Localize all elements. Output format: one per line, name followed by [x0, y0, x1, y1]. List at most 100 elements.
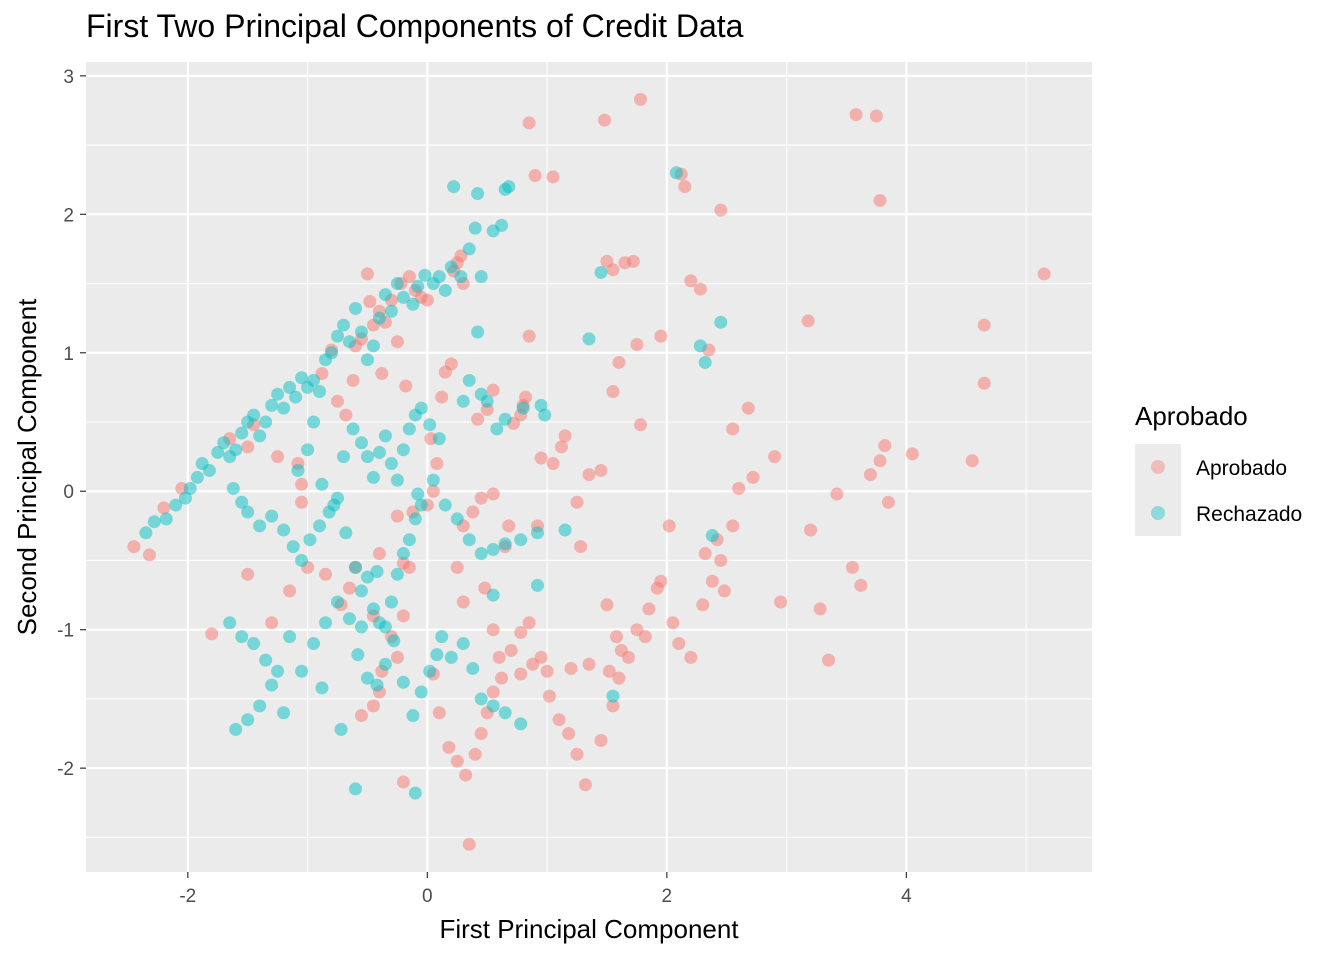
data-point [414, 685, 428, 699]
data-point [426, 473, 440, 487]
data-point [396, 547, 410, 561]
data-point [444, 357, 458, 371]
data-point [522, 116, 536, 130]
data-point [331, 595, 344, 609]
data-point [633, 92, 647, 106]
y-axis: -2 -1 0 1 2 3 [57, 67, 86, 780]
data-point [741, 401, 755, 415]
data-point [315, 681, 329, 695]
data-point [534, 451, 548, 465]
data-point [768, 450, 782, 464]
data-point [1037, 267, 1051, 281]
y-tick-label: -1 [57, 621, 74, 642]
data-point [606, 385, 620, 399]
data-point [202, 463, 216, 477]
y-axis-title: Second Principal Component [12, 298, 42, 636]
data-point [307, 373, 321, 387]
plot-panel [86, 62, 1092, 872]
data-point [259, 415, 273, 429]
data-point [157, 501, 171, 515]
data-point [456, 595, 470, 609]
data-point [169, 498, 183, 512]
data-point [354, 436, 368, 450]
data-point [881, 495, 895, 509]
data-point [289, 390, 303, 404]
y-tick-label: 2 [63, 205, 74, 226]
data-point [360, 570, 374, 584]
data-point [295, 495, 309, 509]
data-point [558, 523, 572, 537]
data-point [873, 193, 887, 207]
data-point [486, 699, 500, 713]
data-point [348, 301, 362, 315]
legend: Aprobado Aprobado Rechazado [1135, 401, 1302, 536]
data-point [307, 415, 321, 429]
data-point [390, 509, 404, 523]
major-gridlines [86, 62, 1092, 872]
data-point [411, 487, 425, 501]
data-point [466, 661, 480, 675]
data-point [226, 481, 240, 495]
data-point [705, 574, 719, 588]
data-point [360, 353, 374, 367]
chart-title: First Two Principal Components of Credit… [86, 8, 744, 44]
data-point [223, 616, 237, 630]
data-point [354, 620, 368, 634]
x-tick-label: 0 [422, 886, 433, 907]
data-point [526, 657, 540, 671]
data-point [241, 505, 255, 519]
data-point [426, 484, 440, 498]
x-tick-label: 4 [901, 886, 912, 907]
data-point [486, 542, 500, 556]
data-point [516, 401, 530, 415]
legend-key-rechazado [1151, 506, 1165, 520]
data-point [444, 260, 458, 274]
data-point [669, 166, 683, 180]
data-point [486, 383, 500, 397]
data-point [265, 509, 279, 523]
data-point [178, 491, 192, 505]
data-point [408, 786, 422, 800]
data-point [319, 616, 333, 630]
data-point [495, 218, 509, 232]
data-point [558, 429, 572, 443]
data-point [399, 379, 413, 393]
data-point [612, 355, 626, 369]
data-point [822, 653, 836, 667]
data-point [698, 547, 712, 561]
data-point [390, 567, 404, 581]
data-point [348, 560, 362, 574]
data-point [277, 523, 291, 537]
y-tick-label: 1 [63, 344, 74, 365]
data-point [642, 602, 656, 616]
data-point [474, 270, 488, 284]
data-point [271, 387, 285, 401]
data-point [315, 477, 329, 491]
data-point [271, 450, 285, 464]
data-point [307, 637, 321, 651]
data-point [490, 422, 504, 436]
data-point [435, 630, 449, 644]
data-point [684, 650, 698, 664]
data-point [486, 588, 500, 602]
data-point [430, 457, 444, 471]
data-point [462, 242, 476, 256]
data-point [366, 470, 380, 484]
data-point [600, 254, 614, 268]
data-point [303, 533, 317, 547]
data-point [423, 418, 437, 432]
data-point [432, 270, 446, 284]
data-point [331, 394, 344, 408]
data-point [247, 408, 261, 422]
data-point [414, 401, 428, 415]
data-point [265, 398, 279, 412]
data-point [474, 491, 488, 505]
data-point [698, 355, 712, 369]
data-point [420, 293, 434, 307]
data-point [229, 443, 243, 457]
data-point [614, 643, 628, 657]
data-point [259, 653, 273, 667]
data-point [502, 180, 516, 194]
data-point [384, 457, 398, 471]
data-point [247, 637, 261, 651]
